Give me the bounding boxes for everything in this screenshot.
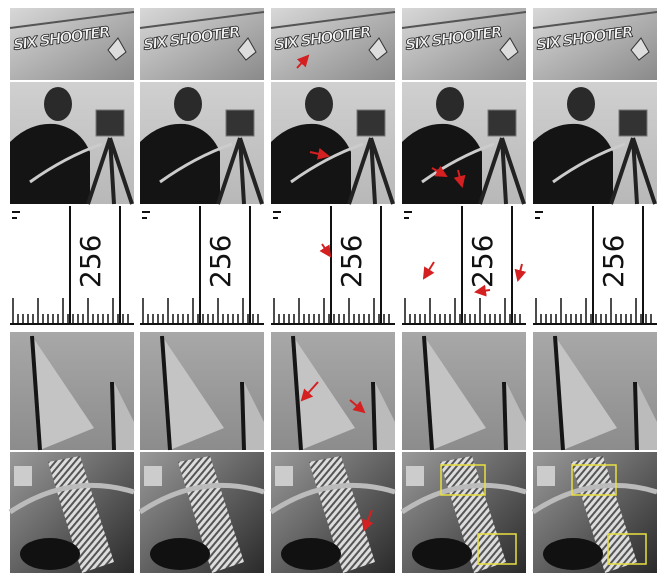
plane-crop: SIX SHOOTER — [140, 8, 264, 80]
moto-crop — [533, 452, 657, 573]
sticker — [537, 466, 555, 486]
body — [533, 124, 613, 204]
sticker — [144, 466, 162, 486]
sail-crop — [271, 332, 395, 450]
tank — [412, 538, 472, 570]
body — [402, 124, 482, 204]
camera — [619, 110, 647, 136]
mast2 — [242, 382, 244, 450]
ruler-text: 256 — [597, 235, 630, 288]
camera — [96, 110, 124, 136]
tank — [150, 538, 210, 570]
moto-crop — [271, 452, 395, 573]
head — [174, 87, 202, 121]
tank — [281, 538, 341, 570]
body — [271, 124, 351, 204]
sail-crop — [402, 332, 526, 450]
plane-crop: SIX SHOOTER — [533, 8, 657, 80]
cameraman-crop — [533, 82, 657, 204]
crop-bg — [533, 206, 657, 330]
moto-crop — [140, 452, 264, 573]
sticker — [406, 466, 424, 486]
ruler-crop: 256 — [271, 206, 395, 330]
cameraman-crop — [10, 82, 134, 204]
body — [10, 124, 90, 204]
plane-crop: SIX SHOOTER — [402, 8, 526, 80]
cameraman-crop — [140, 82, 264, 204]
ruler-text: 256 — [335, 235, 368, 288]
cameraman-crop — [402, 82, 526, 204]
camera — [488, 110, 516, 136]
ruler-crop: 256 — [10, 206, 134, 330]
tank — [543, 538, 603, 570]
sticker — [275, 466, 293, 486]
camera — [357, 110, 385, 136]
sail-crop — [10, 332, 134, 450]
ruler-crop: 256 — [402, 206, 526, 330]
mast2 — [373, 382, 375, 450]
ruler-text: 256 — [74, 235, 107, 288]
crop-bg — [10, 206, 134, 330]
sail-crop — [140, 332, 264, 450]
figure: SIX SHOOTER 256 SIX SHOOTER 256 SIX SHOOTER 2… — [0, 0, 657, 573]
plane-crop: SIX SHOOTER — [10, 8, 134, 80]
moto-crop — [402, 452, 526, 573]
head — [44, 87, 72, 121]
body — [140, 124, 220, 204]
camera — [226, 110, 254, 136]
sail-crop — [533, 332, 657, 450]
mast2 — [112, 382, 114, 450]
crop-bg — [271, 206, 395, 330]
crop-bg — [140, 206, 264, 330]
mast2 — [635, 382, 637, 450]
ruler-text: 256 — [466, 235, 499, 288]
head — [436, 87, 464, 121]
head — [305, 87, 333, 121]
head — [567, 87, 595, 121]
sticker — [14, 466, 32, 486]
plane-crop: SIX SHOOTER — [271, 8, 395, 80]
tank — [20, 538, 80, 570]
mast2 — [504, 382, 506, 450]
ruler-text: 256 — [204, 235, 237, 288]
crop-bg — [402, 206, 526, 330]
cameraman-crop — [271, 82, 395, 204]
moto-crop — [10, 452, 134, 573]
ruler-crop: 256 — [533, 206, 657, 330]
ruler-crop: 256 — [140, 206, 264, 330]
